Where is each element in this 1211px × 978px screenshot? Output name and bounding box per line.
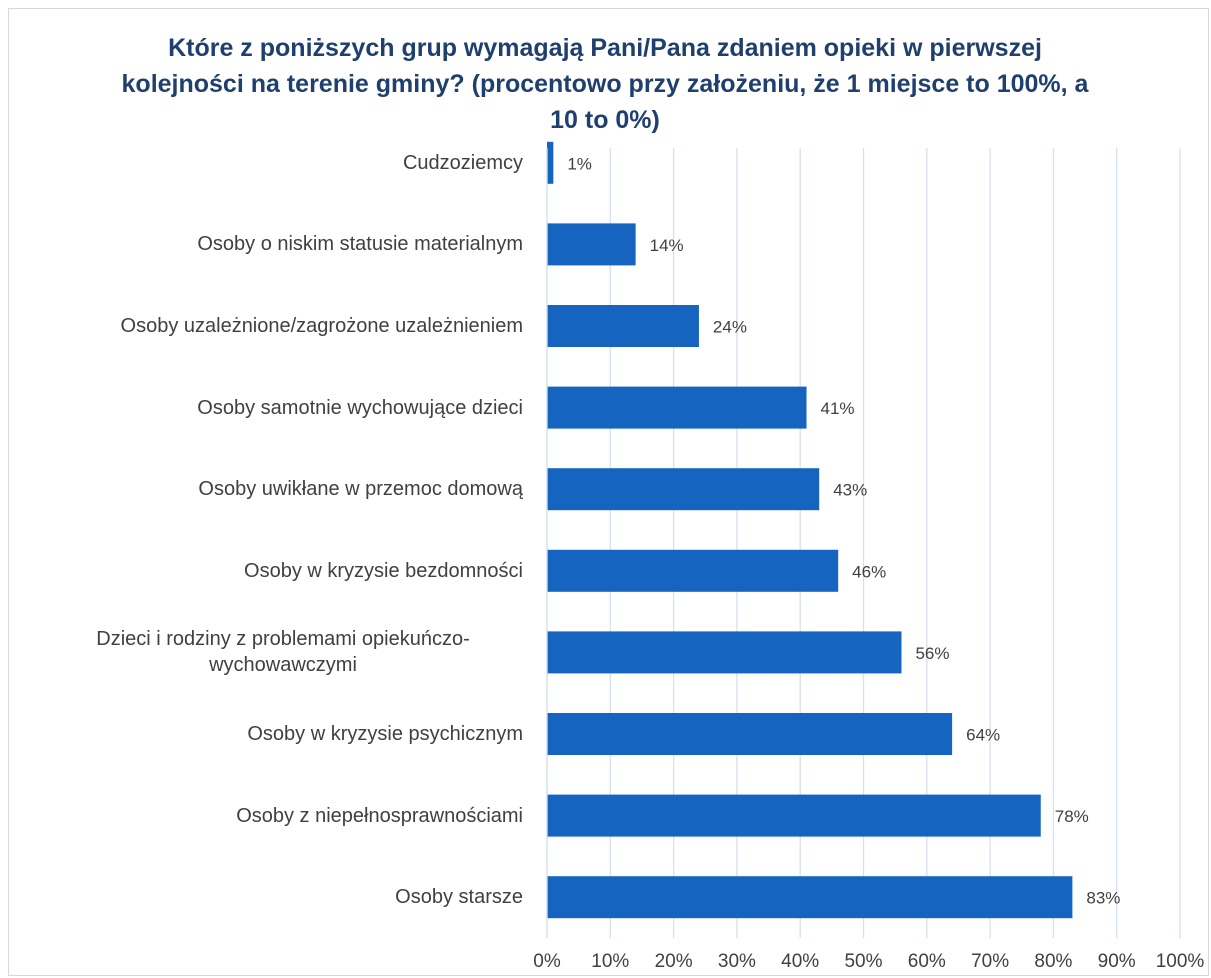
y-tick-label: Osoby uwikłane w przemoc domową (43, 449, 523, 529)
y-tick-label: Osoby z niepełnosprawnościami (43, 776, 523, 856)
bar (547, 305, 699, 347)
x-tick-label: 30% (718, 951, 756, 972)
category-text: Dzieci i rodziny z problemami opiekuńczo… (96, 628, 470, 677)
x-tick-label: 70% (971, 951, 1009, 972)
data-label: 14% (650, 236, 684, 255)
y-tick-label: Osoby starsze (43, 857, 523, 937)
category-text: Osoby w kryzysie bezdomności (244, 559, 523, 582)
bar (547, 631, 902, 674)
bar (547, 713, 953, 755)
data-label: 1% (567, 154, 592, 173)
bar (547, 141, 554, 184)
x-tick-label: 60% (908, 951, 946, 972)
y-tick-label: Osoby samotnie wychowujące dzieci (43, 368, 523, 448)
x-tick-label: 50% (844, 951, 882, 972)
data-label: 64% (966, 725, 1000, 744)
category-text: Cudzoziemcy (402, 151, 523, 174)
bar (547, 386, 807, 429)
data-label: 43% (833, 481, 867, 500)
data-label: 41% (821, 399, 855, 418)
data-label: 46% (852, 562, 886, 581)
category-text: Osoby uzależnione/zagrożone uzależnienie… (120, 315, 523, 337)
x-tick-label: 20% (655, 951, 693, 972)
category-text: Osoby o niskim statusie materialnym (197, 233, 523, 256)
data-label: 56% (915, 644, 949, 663)
data-label: 78% (1055, 807, 1089, 826)
bar (547, 794, 1041, 837)
bar (547, 223, 636, 266)
x-tick-label: 40% (781, 951, 819, 972)
bar (547, 876, 1073, 919)
x-tick-label: 100% (1156, 951, 1205, 972)
x-tick-label: 10% (591, 951, 629, 972)
x-tick-label: 0% (533, 951, 561, 972)
category-text: Osoby starsze (395, 886, 523, 909)
data-label: 83% (1086, 889, 1120, 908)
y-tick-label: Dzieci i rodziny z problemami opiekuńczo… (43, 612, 523, 692)
category-text: Osoby w kryzysie psychicznym (247, 723, 523, 745)
bar (547, 468, 820, 511)
category-text: Osoby z niepełnosprawnościami (236, 804, 523, 827)
category-text: Osoby samotnie wychowujące dzieci (197, 396, 523, 419)
y-tick-label: Cudzoziemcy (43, 123, 523, 203)
bar (547, 549, 839, 592)
chart-frame (8, 8, 1209, 976)
chart-title: Które z poniższych grup wymagają Pani/Pa… (121, 34, 1089, 134)
y-tick-label: Osoby w kryzysie bezdomności (43, 531, 523, 611)
y-tick-label: Osoby o niskim statusie materialnym (43, 204, 523, 284)
x-tick-label: 90% (1098, 951, 1136, 972)
y-tick-label: Osoby uzależnione/zagrożone uzależnienie… (43, 286, 523, 366)
category-text: Osoby uwikłane w przemoc domową (198, 478, 523, 501)
data-label: 24% (713, 317, 747, 336)
y-tick-label: Osoby w kryzysie psychicznym (43, 694, 523, 774)
x-tick-label: 80% (1034, 951, 1072, 972)
